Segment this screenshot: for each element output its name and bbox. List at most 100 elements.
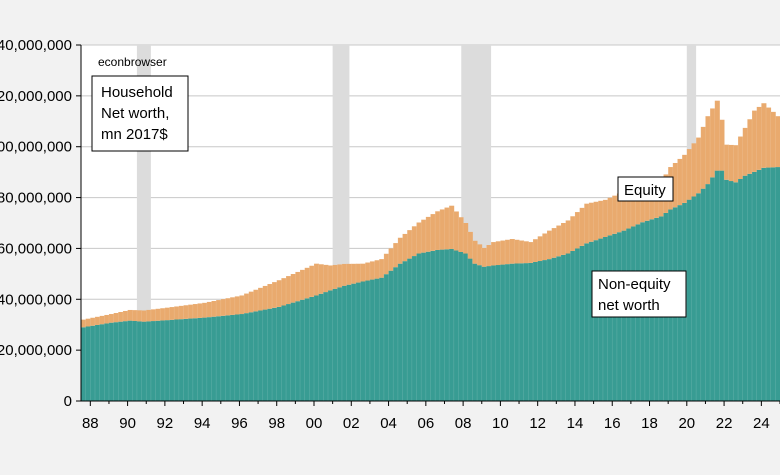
bar-equity (728, 144, 734, 182)
bar-equity (332, 264, 338, 289)
bar-nonequity (770, 167, 776, 401)
bar-equity (369, 261, 375, 280)
bar-equity (607, 197, 613, 236)
bar-nonequity (262, 309, 268, 401)
bar-nonequity (761, 167, 767, 401)
bar-nonequity (267, 308, 273, 401)
bar-equity (435, 211, 441, 250)
bar-equity (766, 107, 772, 168)
bar-equity (430, 214, 436, 251)
bar-equity (486, 244, 492, 267)
bar-equity (621, 191, 627, 231)
bar-equity (444, 207, 450, 250)
bar-equity (393, 243, 399, 268)
bar-nonequity (691, 196, 697, 401)
bar-equity (127, 309, 133, 321)
x-tick-label: 94 (194, 415, 211, 432)
bar-equity (122, 310, 128, 322)
x-tick-label: 04 (380, 415, 397, 432)
x-tick-label: 12 (529, 415, 546, 432)
bar-nonequity (752, 171, 758, 401)
bar-equity (169, 307, 175, 320)
bar-equity (174, 306, 180, 320)
bar-equity (523, 241, 529, 264)
bar-equity (421, 219, 427, 253)
bar-equity (225, 298, 231, 316)
bar-nonequity (449, 248, 455, 401)
y-tick-label: 60,000,000 (0, 240, 72, 257)
bar-equity (192, 304, 198, 319)
bar-nonequity (486, 266, 492, 401)
bar-equity (365, 262, 371, 281)
bar-equity (141, 310, 147, 322)
bar-equity (602, 199, 608, 237)
y-tick-label: 140,000,000 (0, 37, 72, 54)
bar-nonequity (602, 236, 608, 401)
bar-nonequity (714, 170, 720, 401)
bar-nonequity (388, 270, 394, 401)
bar-equity (537, 236, 543, 262)
bar-nonequity (323, 292, 329, 401)
bar-nonequity (351, 283, 357, 401)
bar-nonequity (272, 307, 278, 401)
bar-equity (547, 230, 553, 260)
bar-nonequity (551, 257, 557, 401)
bar-nonequity (738, 179, 744, 401)
bar-equity (705, 116, 711, 185)
nonequity-annotation-line-1: net worth (598, 297, 660, 314)
bar-equity (355, 263, 361, 283)
bar-equity (752, 110, 758, 172)
bar-equity (397, 237, 403, 264)
x-tick-label: 24 (753, 415, 770, 432)
bar-equity (509, 239, 515, 264)
bar-equity (481, 247, 487, 267)
bar-nonequity (542, 260, 548, 401)
bar-equity (164, 307, 170, 321)
bar-nonequity (346, 284, 352, 401)
bar-equity (211, 301, 217, 317)
bar-nonequity (607, 235, 613, 401)
bar-nonequity (220, 315, 226, 401)
bar-equity (379, 259, 385, 278)
bar-nonequity (281, 305, 287, 401)
bar-equity (132, 310, 138, 321)
bar-equity (383, 253, 389, 275)
bar-nonequity (122, 321, 128, 401)
bar-equity (467, 231, 473, 259)
bar-nonequity (435, 249, 441, 401)
bar-nonequity (397, 263, 403, 401)
bar-nonequity (533, 261, 539, 401)
bar-equity (495, 241, 501, 266)
bar-equity (453, 211, 459, 251)
bar-nonequity (500, 264, 506, 401)
bar-nonequity (216, 316, 222, 401)
bar-equity (691, 143, 697, 197)
bar-equity (146, 309, 152, 322)
bar-equity (290, 274, 296, 303)
bar-nonequity (700, 188, 706, 401)
bar-nonequity (355, 282, 361, 401)
bar-nonequity (537, 261, 543, 401)
bar-nonequity (160, 320, 166, 401)
bar-nonequity (146, 321, 152, 401)
bar-equity (528, 242, 534, 263)
bar-nonequity (234, 314, 240, 401)
bar-nonequity (593, 240, 599, 401)
bar-equity (150, 309, 156, 322)
bar-nonequity (290, 302, 296, 401)
y-tick-label: 100,000,000 (0, 139, 72, 156)
bar-nonequity (528, 262, 534, 401)
bar-equity (635, 182, 641, 225)
bar-equity (197, 303, 203, 318)
bar-equity (616, 193, 622, 233)
bar-equity (244, 293, 250, 314)
bar-nonequity (85, 326, 91, 401)
equity-annotation-box (617, 176, 674, 202)
bar-equity (262, 285, 268, 310)
bar-nonequity (724, 179, 730, 401)
bar-equity (439, 209, 445, 250)
bar-nonequity (425, 251, 431, 401)
bar-equity (630, 185, 636, 227)
bar-nonequity (705, 184, 711, 401)
